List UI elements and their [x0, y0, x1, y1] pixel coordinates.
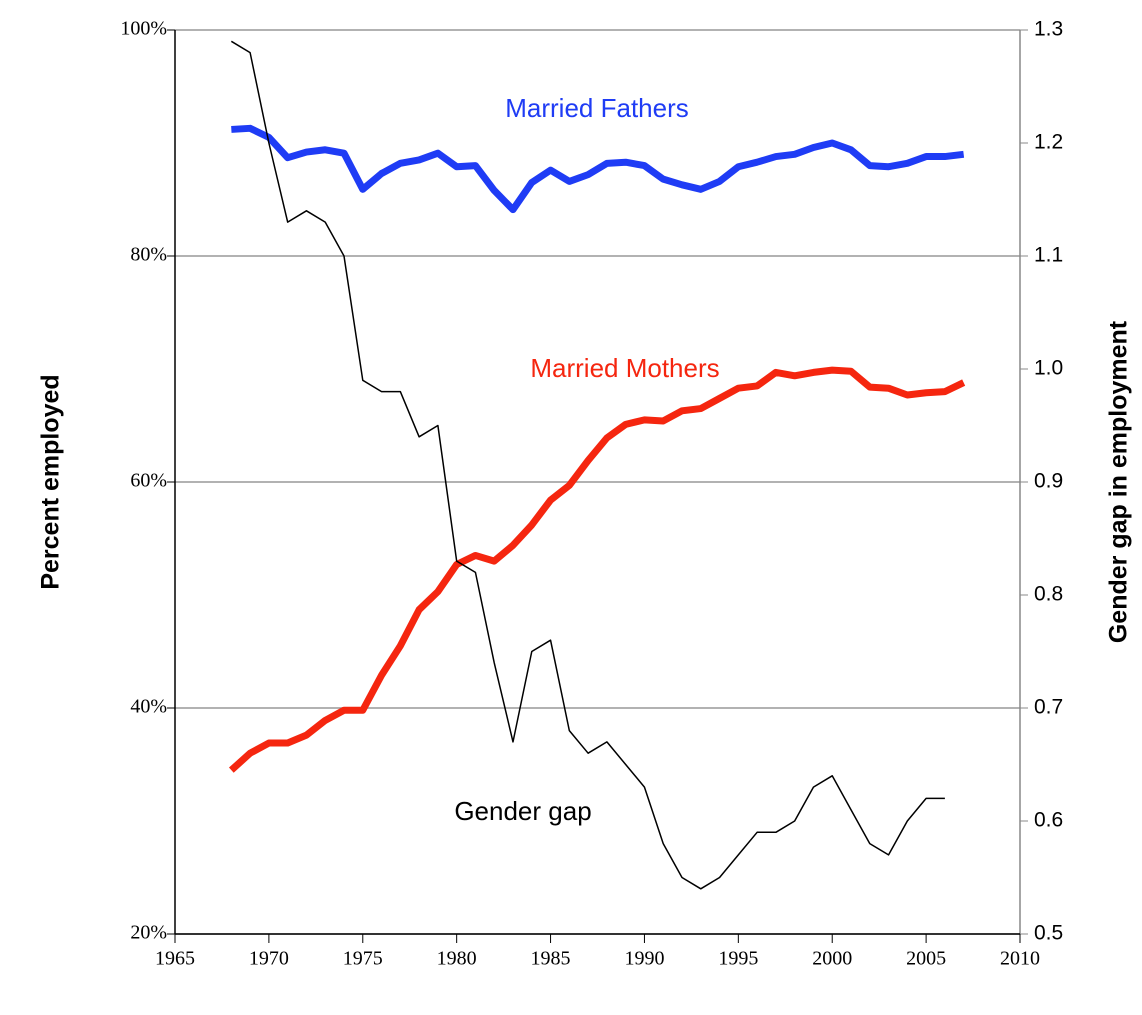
y2-tick-label: 0.5 — [1034, 922, 1063, 945]
y-tick-label: 60% — [130, 470, 167, 492]
x-tick-label: 2005 — [906, 948, 946, 970]
y2-tick-label: 1.2 — [1034, 131, 1063, 154]
x-tick-label: 1965 — [155, 948, 195, 970]
y2-tick-label: 0.8 — [1034, 583, 1063, 606]
x-tick-label: 1970 — [249, 948, 289, 970]
y-axis-label: Percent employed — [37, 374, 65, 589]
x-tick-label: 2010 — [1000, 948, 1040, 970]
y2-tick-label: 0.6 — [1034, 809, 1063, 832]
x-tick-label: 1985 — [531, 948, 571, 970]
series-label: Married Mothers — [530, 353, 719, 383]
y-tick-label: 40% — [130, 696, 167, 718]
y2-tick-label: 0.7 — [1034, 696, 1063, 719]
x-tick-label: 1980 — [437, 948, 477, 970]
series-line — [230, 40, 945, 890]
y-tick-label: 80% — [130, 244, 167, 266]
series-line — [231, 124, 965, 214]
x-tick-label: 1995 — [718, 948, 758, 970]
y2-tick-label: 1.0 — [1034, 357, 1063, 380]
y2-tick-label: 1.3 — [1034, 18, 1063, 41]
x-tick-label: 2000 — [812, 948, 852, 970]
x-tick-label: 1975 — [343, 948, 383, 970]
x-tick-label: 1990 — [624, 948, 664, 970]
y2-tick-label: 0.9 — [1034, 470, 1063, 493]
y-tick-label: 20% — [130, 922, 167, 944]
series-label: Married Fathers — [505, 93, 689, 123]
y2-tick-label: 1.1 — [1034, 244, 1063, 267]
y2-axis-label: Gender gap in employment — [1105, 320, 1133, 643]
series-label: Gender gap — [454, 796, 591, 826]
series-line — [228, 366, 966, 773]
y-tick-label: 100% — [120, 18, 167, 40]
